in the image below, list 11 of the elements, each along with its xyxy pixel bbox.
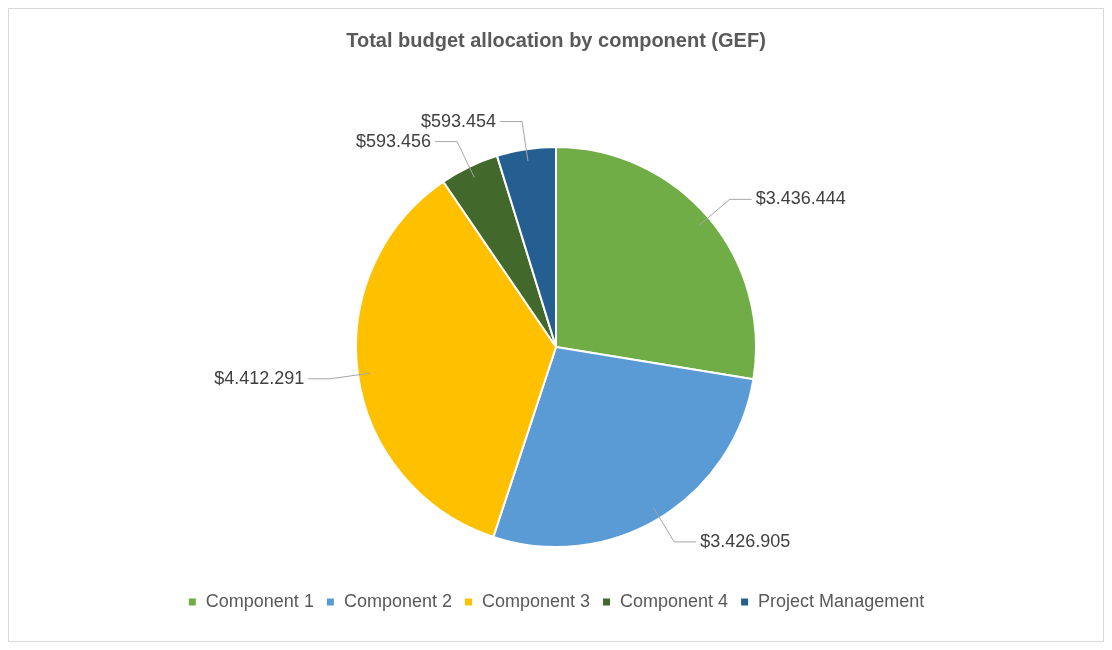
legend-label: Component 3 [481,590,591,611]
legend-label: Component 1 [205,590,314,611]
data-label: $4.412.291 [214,367,305,388]
chart-title: Total budget allocation by component (GEF) [346,28,766,51]
data-label: $593.454 [420,110,497,131]
data-label: $593.456 [356,130,432,151]
legend-label: Component 2 [343,590,452,611]
data-label: $3.426.905 [700,530,791,551]
legend-label: Project Management [758,590,925,611]
data-label: $3.436.444 [755,188,846,209]
legend-label: Component 4 [620,590,729,611]
